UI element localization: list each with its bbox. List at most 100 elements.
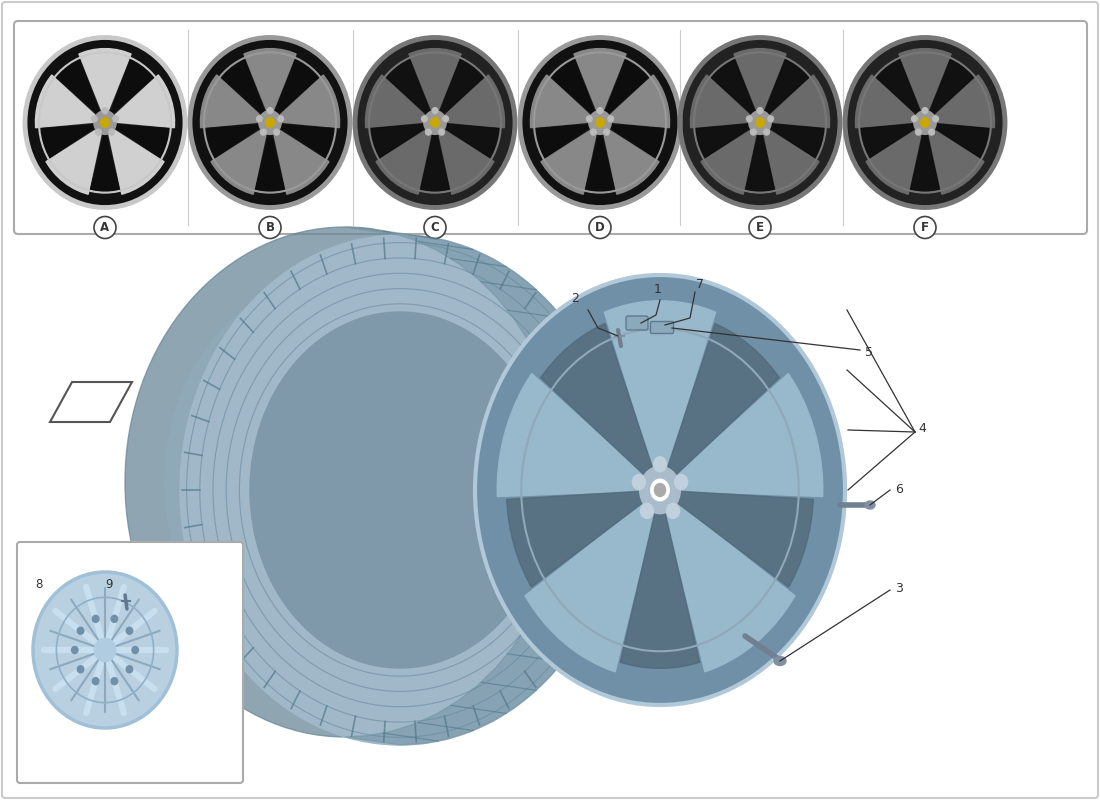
Text: 5: 5 bbox=[865, 346, 873, 358]
Ellipse shape bbox=[588, 110, 612, 134]
Polygon shape bbox=[46, 122, 104, 194]
Polygon shape bbox=[760, 122, 825, 158]
Polygon shape bbox=[760, 58, 810, 122]
Ellipse shape bbox=[922, 108, 927, 114]
Polygon shape bbox=[711, 58, 760, 122]
Polygon shape bbox=[434, 58, 484, 122]
FancyBboxPatch shape bbox=[650, 322, 673, 334]
Text: A: A bbox=[100, 221, 110, 234]
Polygon shape bbox=[734, 49, 786, 122]
Circle shape bbox=[914, 217, 936, 238]
Text: C: C bbox=[430, 221, 439, 234]
Ellipse shape bbox=[126, 666, 133, 673]
Polygon shape bbox=[760, 122, 820, 194]
Polygon shape bbox=[205, 122, 270, 158]
Ellipse shape bbox=[756, 118, 764, 127]
Ellipse shape bbox=[421, 116, 427, 122]
Ellipse shape bbox=[165, 274, 525, 690]
Polygon shape bbox=[585, 122, 615, 192]
Ellipse shape bbox=[439, 129, 444, 135]
Ellipse shape bbox=[921, 118, 929, 127]
FancyBboxPatch shape bbox=[14, 21, 1087, 234]
Ellipse shape bbox=[597, 108, 603, 114]
Ellipse shape bbox=[595, 118, 604, 127]
Text: D: D bbox=[595, 221, 605, 234]
Polygon shape bbox=[270, 75, 340, 128]
Text: 9: 9 bbox=[104, 578, 112, 591]
Polygon shape bbox=[200, 75, 270, 128]
Polygon shape bbox=[574, 49, 626, 122]
Polygon shape bbox=[925, 75, 994, 128]
Polygon shape bbox=[255, 122, 285, 192]
Polygon shape bbox=[604, 301, 716, 490]
Ellipse shape bbox=[111, 678, 118, 685]
Polygon shape bbox=[600, 122, 666, 158]
Ellipse shape bbox=[928, 129, 934, 135]
Text: 3: 3 bbox=[895, 582, 903, 595]
Circle shape bbox=[749, 217, 771, 238]
Polygon shape bbox=[541, 122, 600, 194]
Ellipse shape bbox=[424, 110, 447, 134]
Ellipse shape bbox=[749, 110, 771, 134]
Ellipse shape bbox=[77, 666, 84, 673]
Ellipse shape bbox=[256, 116, 262, 122]
Polygon shape bbox=[507, 490, 660, 587]
Ellipse shape bbox=[640, 503, 653, 518]
Ellipse shape bbox=[77, 627, 84, 634]
Polygon shape bbox=[220, 58, 270, 122]
Ellipse shape bbox=[520, 38, 680, 207]
Ellipse shape bbox=[95, 638, 116, 662]
Polygon shape bbox=[910, 122, 939, 192]
Polygon shape bbox=[694, 122, 760, 158]
Ellipse shape bbox=[261, 129, 266, 135]
Polygon shape bbox=[859, 122, 925, 158]
Text: 8: 8 bbox=[35, 578, 43, 591]
Polygon shape bbox=[925, 122, 990, 158]
Polygon shape bbox=[370, 122, 434, 158]
Polygon shape bbox=[104, 122, 164, 194]
Polygon shape bbox=[760, 75, 829, 128]
Polygon shape bbox=[660, 490, 795, 672]
Polygon shape bbox=[600, 122, 659, 194]
Ellipse shape bbox=[258, 110, 282, 134]
Ellipse shape bbox=[914, 110, 936, 134]
Polygon shape bbox=[40, 122, 104, 158]
Polygon shape bbox=[600, 58, 649, 122]
Polygon shape bbox=[345, 227, 619, 745]
Polygon shape bbox=[856, 75, 925, 128]
Ellipse shape bbox=[126, 627, 133, 634]
Polygon shape bbox=[50, 382, 132, 422]
Polygon shape bbox=[525, 490, 660, 672]
Polygon shape bbox=[244, 49, 296, 122]
Ellipse shape bbox=[915, 129, 921, 135]
Polygon shape bbox=[876, 58, 925, 122]
Polygon shape bbox=[550, 58, 600, 122]
Polygon shape bbox=[660, 374, 823, 497]
Ellipse shape bbox=[912, 116, 917, 122]
Ellipse shape bbox=[190, 38, 350, 207]
Text: 7: 7 bbox=[696, 278, 704, 291]
Circle shape bbox=[94, 217, 115, 238]
Ellipse shape bbox=[667, 503, 680, 518]
Polygon shape bbox=[270, 122, 329, 194]
Text: 4: 4 bbox=[918, 422, 926, 435]
Ellipse shape bbox=[278, 116, 284, 122]
Polygon shape bbox=[79, 49, 131, 122]
Polygon shape bbox=[530, 75, 600, 128]
Ellipse shape bbox=[96, 129, 101, 135]
Ellipse shape bbox=[674, 474, 688, 490]
Ellipse shape bbox=[109, 129, 114, 135]
Text: E: E bbox=[756, 221, 764, 234]
Polygon shape bbox=[420, 122, 450, 192]
Ellipse shape bbox=[933, 116, 938, 122]
Polygon shape bbox=[104, 122, 170, 158]
Ellipse shape bbox=[267, 108, 273, 114]
Ellipse shape bbox=[113, 116, 119, 122]
Polygon shape bbox=[660, 323, 779, 490]
Polygon shape bbox=[409, 49, 461, 122]
Ellipse shape bbox=[768, 116, 773, 122]
Polygon shape bbox=[211, 122, 270, 194]
Text: F: F bbox=[921, 221, 929, 234]
Ellipse shape bbox=[92, 615, 99, 622]
Ellipse shape bbox=[865, 501, 874, 509]
